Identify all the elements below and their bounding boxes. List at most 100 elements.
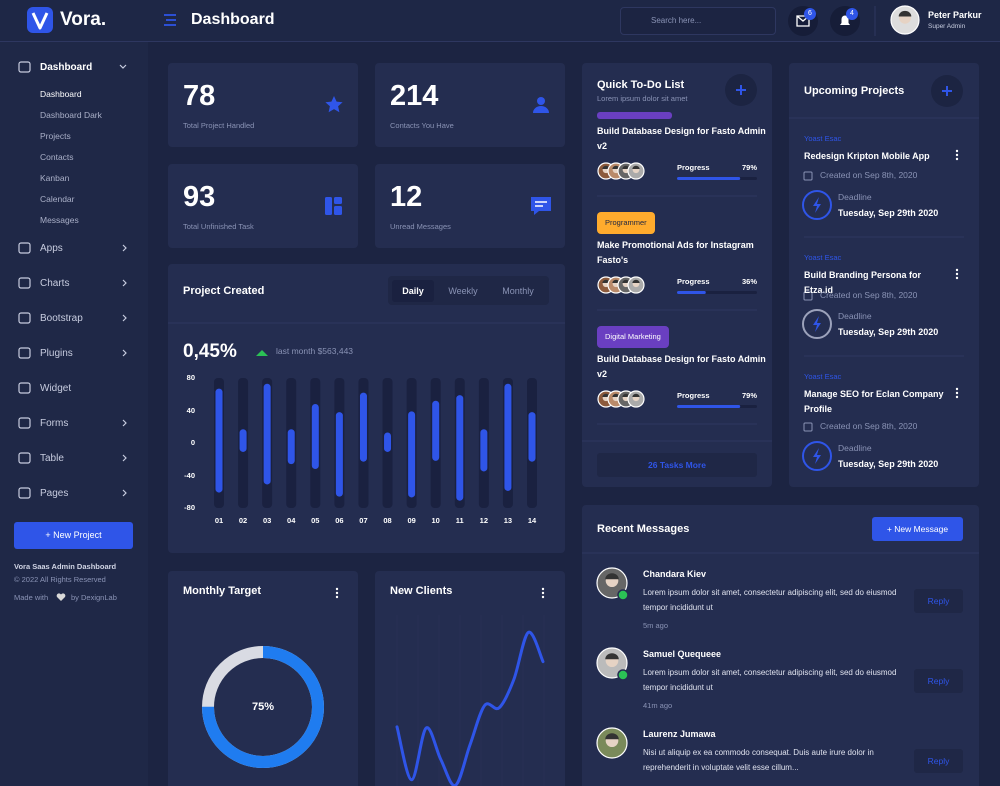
more-dot: [955, 395, 959, 399]
menu-item[interactable]: Widget: [40, 382, 72, 394]
calendar-icon: [803, 291, 813, 301]
y-tick-label: 0: [190, 438, 195, 448]
x-tick-label: 06: [335, 516, 344, 526]
sidebar: [0, 42, 148, 786]
created-date: Created on Sep 8th, 2020: [820, 170, 918, 181]
deadline-icon: [802, 309, 832, 339]
company: Yoast Esac: [804, 253, 842, 263]
card: [168, 571, 358, 786]
more-dot: [955, 268, 959, 272]
submenu-item[interactable]: Dashboard Dark: [40, 110, 102, 121]
bolt-icon: [813, 197, 821, 213]
y-tick-label: 40: [186, 405, 195, 415]
todo-title: Build Database Design for Fasto Admin v2: [597, 126, 766, 151]
page-title: Dashboard: [191, 10, 275, 28]
more-dot: [335, 591, 339, 595]
menu-item[interactable]: Forms: [40, 417, 69, 429]
card-subtitle: Lorem ipsum dolor sit amet: [597, 94, 688, 104]
chart-title: New Clients: [390, 584, 453, 597]
reply-button[interactable]: Reply: [914, 749, 963, 773]
reply-button[interactable]: Reply: [914, 669, 963, 693]
submenu-item[interactable]: Projects: [40, 131, 71, 142]
deadline-icon: [802, 190, 832, 220]
tab[interactable]: Weekly: [448, 286, 478, 296]
up-arrow: [256, 350, 268, 356]
submenu-item[interactable]: Dashboard: [40, 89, 82, 100]
more-dot: [335, 587, 339, 591]
more-dot: [955, 157, 959, 161]
user-icon: [533, 106, 549, 113]
menu-icon: [18, 417, 31, 429]
y-tick-label: -40: [184, 470, 195, 480]
stat-value: 12: [390, 181, 423, 214]
message-time: 41m ago: [643, 701, 673, 711]
range-bar: [504, 383, 512, 491]
chevron: [122, 349, 127, 357]
reply-button[interactable]: Reply: [914, 589, 963, 613]
chevron: [122, 314, 127, 322]
submenu-item[interactable]: Kanban: [40, 173, 70, 184]
stat-label: Unread Messages: [390, 222, 451, 232]
x-tick-label: 03: [262, 516, 272, 526]
more-dot: [955, 276, 959, 280]
user-name: Peter Parkur: [928, 10, 982, 21]
donut-arc: [202, 646, 324, 768]
submenu-item[interactable]: Messages: [40, 215, 79, 226]
range-bar: [480, 429, 488, 472]
new-project-button[interactable]: + New Project: [14, 522, 133, 549]
card-title: Quick To-Do List: [597, 78, 685, 91]
x-tick-label: 08: [383, 516, 392, 526]
deadline-label: Deadline: [838, 192, 872, 203]
menu-item[interactable]: Dashboard: [40, 61, 93, 73]
menu-item[interactable]: Table: [40, 452, 64, 464]
chevron: [122, 244, 127, 252]
badge: [846, 8, 858, 20]
avatar-hair: [605, 573, 619, 580]
progress-label: Progress: [677, 277, 710, 287]
search-box[interactable]: [620, 7, 776, 35]
stat-value: 78: [183, 80, 216, 113]
x-tick-label: 09: [407, 516, 416, 526]
message-time: 5m ago: [643, 621, 669, 631]
x-tick-label: 02: [238, 516, 248, 526]
avatar-hair: [632, 165, 640, 169]
more-dot: [955, 272, 959, 276]
menu-icon: [18, 382, 31, 394]
x-tick-label: 07: [359, 516, 368, 526]
submenu-item[interactable]: Contacts: [40, 152, 74, 163]
x-tick-label: 11: [455, 516, 464, 526]
submenu-item[interactable]: Calendar: [40, 194, 75, 205]
menu-item[interactable]: Plugins: [40, 347, 73, 359]
range-bar: [263, 383, 271, 485]
new-message-button[interactable]: + New Message: [872, 517, 963, 541]
menu-item[interactable]: Charts: [40, 277, 70, 289]
footer-copyright: © 2022 All Rights Reserved: [14, 575, 106, 585]
todo-title: Build Database Design for Fasto Admin v2: [597, 354, 766, 379]
project-title: Build Branding Persona for Etza.id: [804, 270, 922, 295]
menu-item[interactable]: Bootstrap: [40, 312, 83, 324]
more-dot: [541, 587, 545, 591]
more-dot: [541, 595, 545, 599]
range-bar: [456, 395, 464, 501]
online-status: [617, 669, 629, 681]
headline-note: last month $563,443: [276, 346, 354, 357]
search-placeholder: Search here...: [651, 15, 702, 25]
chevron: [122, 454, 127, 462]
grid-icon: [334, 197, 342, 204]
tab[interactable]: Monthly: [502, 286, 534, 296]
more-tasks-button[interactable]: 26 Tasks More: [597, 453, 757, 477]
deadline-label: Deadline: [838, 311, 872, 322]
tab[interactable]: Daily: [392, 280, 434, 302]
menu-item[interactable]: Pages: [40, 487, 69, 499]
card: [375, 63, 565, 147]
stat-value: 93: [183, 181, 216, 214]
user-icon: [537, 97, 545, 105]
range-bar: [432, 400, 440, 461]
message-text: Lorem ipsum dolor sit amet, consectetur …: [643, 668, 897, 692]
avatar-hair: [602, 165, 610, 169]
range-bar: [335, 412, 343, 497]
avatar-hair: [612, 165, 620, 169]
progress-bar: [677, 177, 741, 180]
online-status: [617, 589, 629, 601]
menu-item[interactable]: Apps: [40, 242, 63, 254]
